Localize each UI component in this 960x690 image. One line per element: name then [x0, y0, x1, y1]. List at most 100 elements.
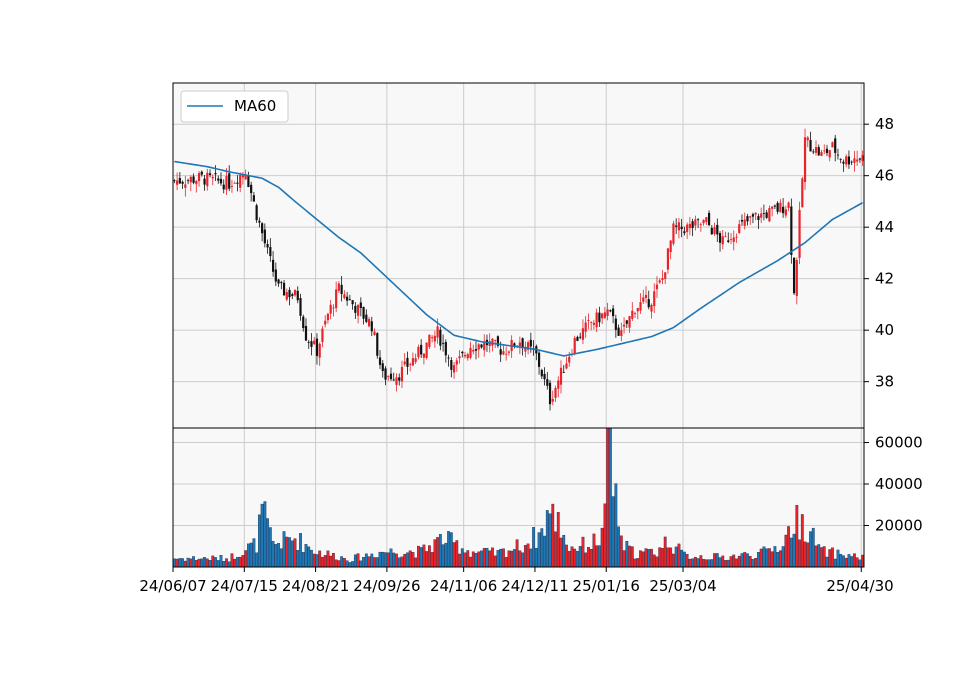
candle-body — [315, 338, 319, 356]
volume-bar — [526, 543, 530, 568]
volume-bar — [740, 553, 744, 568]
volume-bar — [249, 542, 253, 568]
candle-body — [219, 178, 223, 184]
volume-bar — [499, 548, 503, 568]
candle-body — [348, 299, 351, 301]
candle-body — [661, 278, 664, 280]
volume-bar — [595, 545, 599, 568]
candle-body — [606, 309, 609, 316]
price-plot-area — [173, 83, 864, 428]
candle-body — [351, 300, 354, 305]
volume-bar — [789, 537, 793, 568]
volume-bar — [831, 547, 834, 568]
volume-bar — [792, 533, 796, 568]
candle-body — [466, 354, 469, 359]
candle-body — [771, 206, 774, 209]
volume-bar — [293, 538, 297, 568]
volume-bar — [658, 547, 662, 568]
candle-body — [356, 304, 360, 316]
candle-body — [425, 342, 428, 358]
volume-bar — [715, 553, 719, 568]
volume-bar — [619, 535, 623, 568]
volume-bar — [417, 545, 420, 568]
price-ytick-label: 40 — [875, 321, 894, 339]
volume-bar — [699, 555, 703, 568]
volume-bar — [441, 544, 445, 568]
volume-bar — [414, 557, 418, 568]
volume-bar — [696, 558, 700, 568]
candle-body — [282, 282, 286, 296]
xtick-label: 24/09/26 — [353, 577, 420, 595]
volume-bar — [496, 550, 500, 568]
volume-bar — [833, 558, 837, 568]
candle-body — [239, 174, 242, 188]
xtick-label: 25/04/30 — [826, 577, 893, 595]
candle-body — [307, 341, 310, 343]
candle-body — [384, 368, 387, 380]
volume-bar — [611, 496, 615, 568]
volume-bar — [367, 556, 371, 568]
volume-bar — [392, 552, 396, 568]
legend-label: MA60 — [234, 97, 276, 115]
volume-bar — [606, 427, 610, 568]
candle-body — [664, 272, 667, 279]
candle-body — [258, 220, 261, 223]
volume-bar — [307, 546, 311, 568]
volume-bar — [186, 557, 190, 568]
candle-body — [197, 173, 201, 182]
volume-bar — [622, 550, 626, 568]
volume-bar — [205, 558, 209, 568]
candle-body — [817, 147, 820, 156]
volume-bar — [578, 546, 582, 568]
volume-bar — [518, 550, 522, 568]
candle-body — [288, 289, 291, 298]
candle-body — [439, 329, 442, 346]
candle-body — [340, 284, 343, 295]
volume-bar — [181, 558, 184, 568]
volume-bar — [321, 556, 324, 568]
candle-body — [779, 202, 782, 213]
volume-bar — [247, 543, 250, 568]
candle-body — [828, 150, 831, 158]
volume-bar — [598, 545, 601, 568]
volume-bar — [529, 548, 533, 568]
candle-body — [727, 240, 730, 242]
volume-bar — [203, 557, 206, 568]
volume-bar — [356, 553, 360, 568]
volume-bar — [737, 555, 741, 568]
candle-body — [189, 176, 192, 183]
volume-bar — [688, 558, 692, 568]
candle-body — [677, 222, 681, 231]
candle-body — [483, 341, 486, 351]
volume-bar — [422, 544, 426, 568]
candle-body — [735, 236, 738, 238]
candle-body — [573, 337, 576, 354]
volume-bar — [647, 549, 651, 568]
volume-bar — [576, 551, 579, 568]
volume-bar — [751, 559, 755, 568]
volume-bar — [633, 558, 637, 568]
candle-body — [225, 175, 228, 190]
volume-bar — [197, 558, 201, 568]
candle-body — [639, 302, 642, 311]
volume-bar — [570, 546, 574, 568]
legend-box — [180, 90, 289, 123]
volume-bar — [493, 555, 497, 568]
candle-body — [359, 302, 362, 309]
candle-body — [280, 282, 283, 284]
volume-bar — [400, 556, 404, 568]
candle-body — [746, 216, 749, 222]
candle-body — [669, 240, 672, 253]
volume-bar — [304, 544, 308, 568]
volume-bar — [268, 527, 272, 568]
candle-body — [743, 219, 746, 226]
candle-body — [831, 142, 834, 148]
volume-bar — [460, 548, 464, 568]
volume-bar — [704, 559, 708, 568]
volume-bar — [282, 531, 286, 568]
volume-bar — [581, 536, 585, 568]
candle-body — [502, 351, 505, 355]
candle-body — [740, 219, 744, 222]
volume-bar — [617, 526, 620, 568]
candle-body — [346, 296, 349, 301]
